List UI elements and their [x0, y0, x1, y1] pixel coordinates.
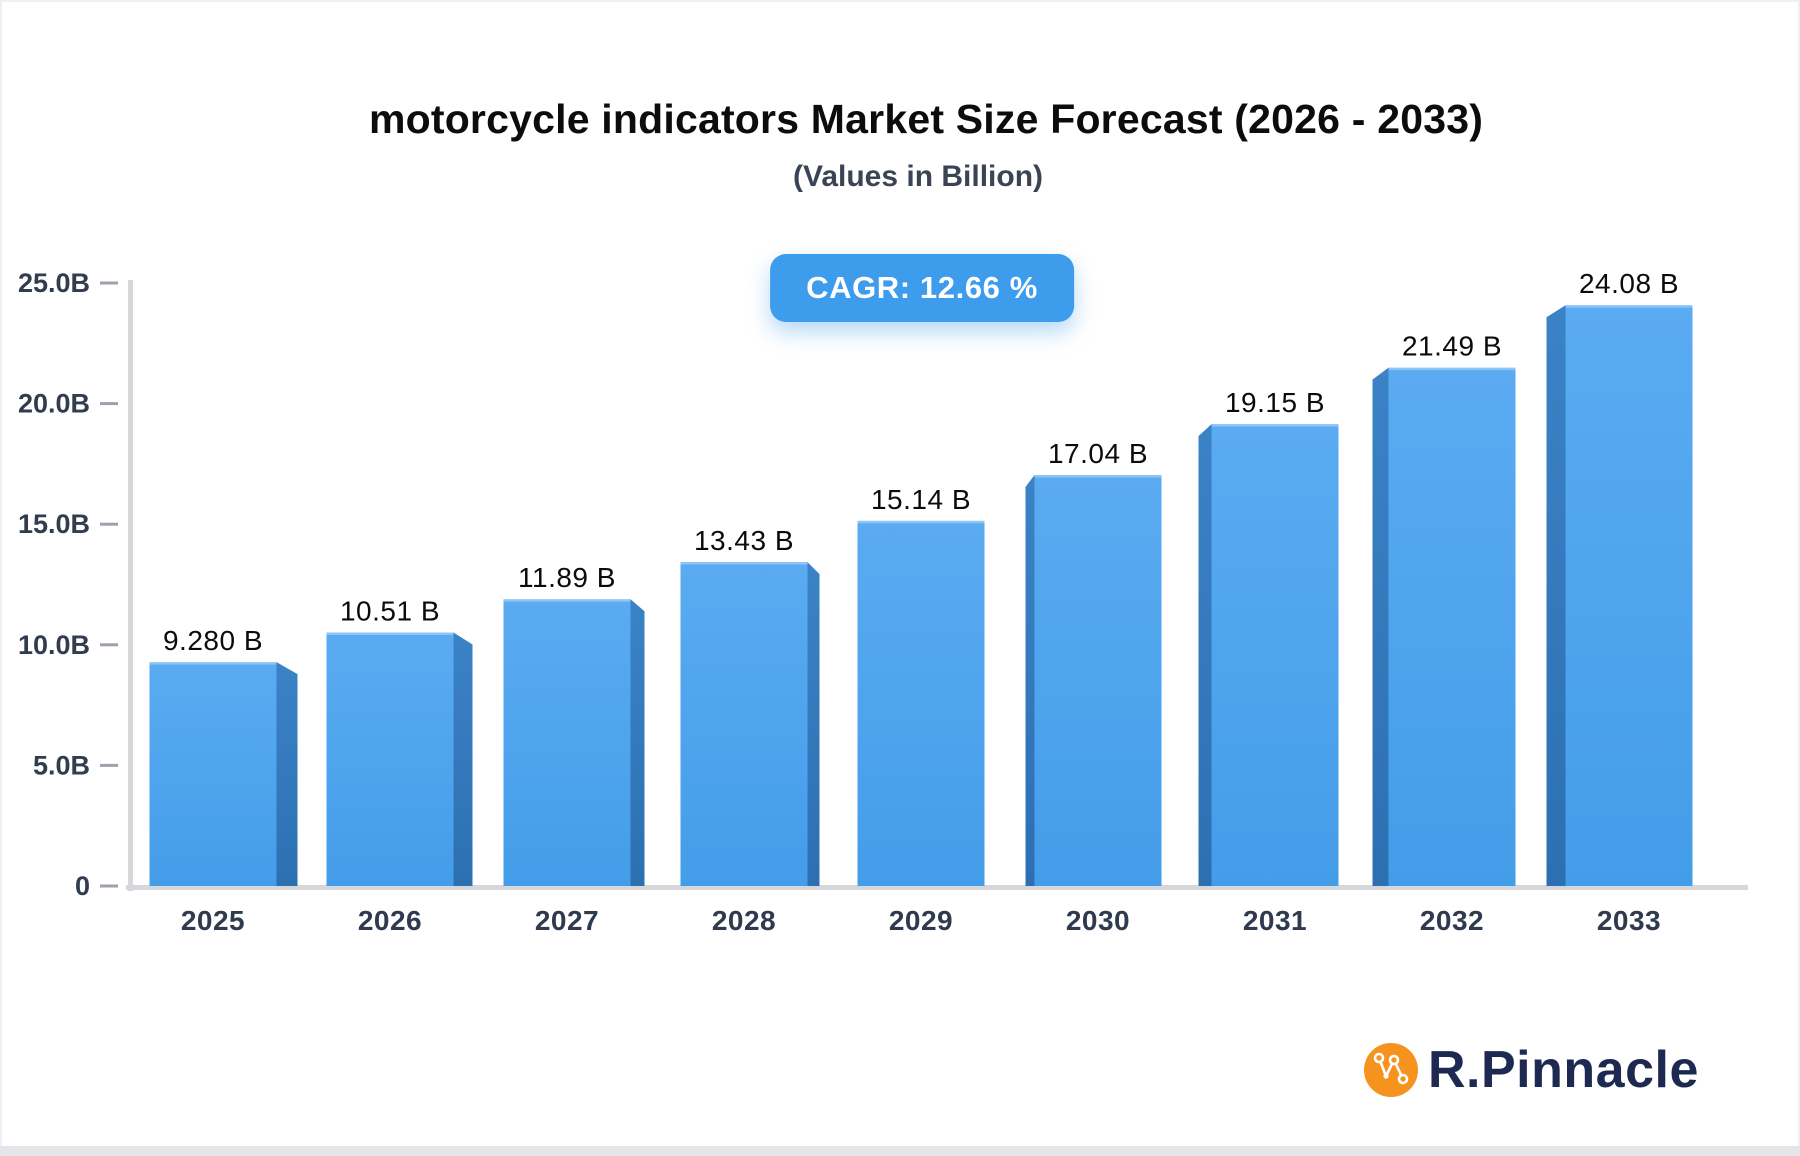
bar-value-label: 13.43 B	[694, 525, 794, 556]
bar-2028: 13.43 B 2028	[680, 525, 820, 936]
bar-side-face	[1025, 474, 1035, 886]
y-axis-label: 10.0B	[18, 630, 90, 660]
y-tick-mark	[100, 643, 118, 647]
y-axis-label: 15.0B	[18, 509, 90, 539]
bar-2025: 9.280 B 2025	[149, 625, 298, 936]
bar-side-face	[453, 632, 473, 886]
y-tick-mark	[100, 522, 118, 526]
y-axis-label: 5.0B	[33, 750, 90, 780]
bar-side-face	[1546, 305, 1566, 886]
bar-side-face	[1198, 424, 1212, 886]
y-tick-mark	[100, 884, 118, 888]
y-tick-mark	[100, 763, 118, 767]
chart-subtitle: (Values in Billion)	[792, 160, 1044, 193]
bar-2027: 11.89 B 2027	[503, 562, 645, 936]
bar-side-face	[807, 562, 820, 886]
y-tick-mark	[100, 402, 118, 406]
x-axis-label: 2030	[1066, 905, 1130, 936]
bar-top-highlight	[680, 562, 808, 565]
bar-front-face	[326, 632, 454, 886]
bar-front-face	[680, 562, 808, 886]
brand-logo-icon	[1364, 1043, 1418, 1097]
bar-top-highlight	[503, 599, 631, 602]
bar-top-highlight	[1211, 424, 1339, 427]
x-axis-label: 2032	[1420, 905, 1484, 936]
bar-value-label: 17.04 B	[1048, 438, 1148, 469]
x-axis-label: 2026	[358, 905, 422, 936]
y-axis-label: 20.0B	[18, 389, 90, 419]
x-axis-label: 2031	[1243, 905, 1307, 936]
bar-value-label: 11.89 B	[518, 562, 616, 593]
bar-2032: 21.49 B 2032	[1372, 331, 1516, 936]
bar-value-label: 10.51 B	[340, 595, 440, 626]
bar-2033: 24.08 B 2033	[1546, 268, 1693, 936]
bar-2030: 17.04 B 2030	[1025, 438, 1162, 936]
bar-front-face	[1565, 305, 1693, 886]
bar-top-highlight	[1388, 367, 1516, 371]
x-axis-label: 2025	[181, 905, 245, 936]
brand-name: R.Pinnacle	[1428, 1041, 1699, 1099]
bar-front-face	[1034, 474, 1162, 886]
y-axis-label: 25.0B	[18, 268, 90, 298]
chart-title: motorcycle indicators Market Size Foreca…	[368, 96, 1484, 142]
bar-front-face	[1388, 367, 1516, 886]
x-axis-label: 2028	[712, 905, 776, 936]
bar-top-highlight	[857, 520, 985, 524]
bar-value-label: 15.14 B	[871, 484, 971, 515]
bar-top-highlight	[1034, 474, 1162, 478]
bar-front-face	[857, 520, 985, 886]
y-axis-line	[128, 280, 133, 891]
bar-front-face	[1211, 424, 1339, 886]
brand-logo: R.Pinnacle	[1364, 1040, 1699, 1100]
bar-side-face	[630, 599, 645, 886]
bar-2031: 19.15 B 2031	[1198, 387, 1339, 936]
x-axis-line	[126, 885, 1748, 890]
bar-top-highlight	[1565, 305, 1693, 308]
bar-top-highlight	[326, 632, 454, 635]
bar-side-face	[1372, 367, 1389, 886]
bar-2029: 15.14 B 2029	[857, 484, 985, 936]
bar-side-face	[276, 662, 298, 886]
x-axis-label: 2029	[889, 905, 953, 936]
bar-2026: 10.51 B 2026	[326, 595, 473, 936]
bar-value-label: 24.08 B	[1579, 268, 1679, 299]
bottom-strip	[0, 1146, 1800, 1156]
bar-front-face	[149, 662, 277, 886]
bar-value-label: 9.280 B	[163, 625, 263, 656]
bar-top-highlight	[149, 662, 277, 665]
y-tick-mark	[100, 281, 118, 285]
bar-value-label: 19.15 B	[1225, 387, 1325, 418]
x-axis-label: 2033	[1597, 905, 1661, 936]
cagr-badge: CAGR: 12.66 %	[770, 254, 1074, 322]
bar-value-label: 21.49 B	[1402, 331, 1502, 362]
y-axis-label: 0	[75, 871, 90, 901]
x-axis-label: 2027	[535, 905, 599, 936]
bar-front-face	[503, 599, 631, 886]
